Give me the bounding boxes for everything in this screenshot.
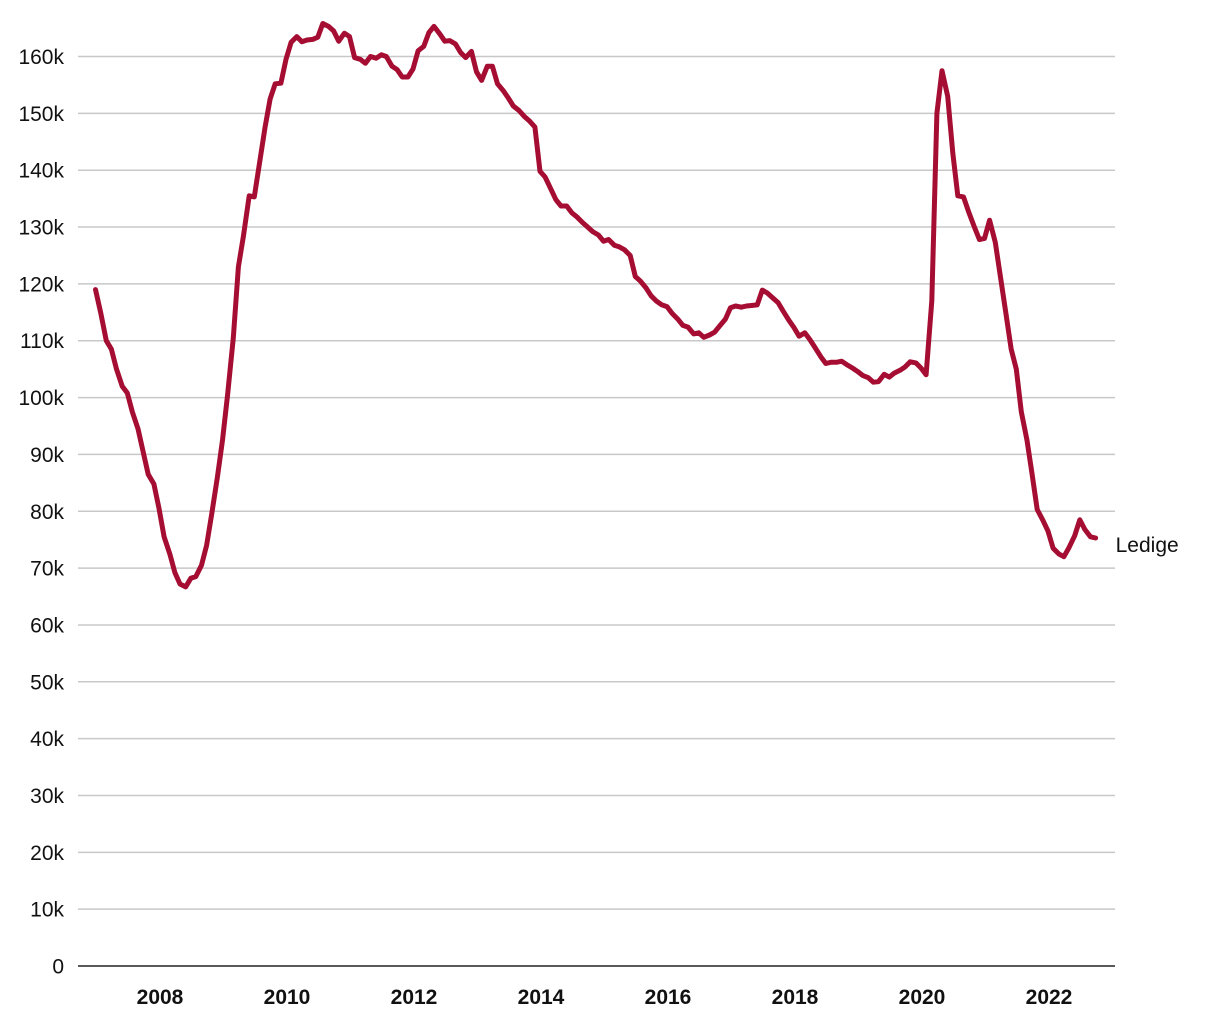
y-axis-tick-labels: 0 10k 20k 30k 40k 50k 60k 70k 80k 90k 100k 110k 120k… (18, 46, 64, 979)
series-layer (93, 21, 1099, 590)
x-tick-label: 2020 (899, 986, 946, 1009)
y-tick-label: 150k (18, 103, 64, 126)
y-tick-label: 10k (30, 899, 64, 922)
y-tick-label: 40k (30, 728, 64, 751)
x-tick-label: 2010 (264, 986, 311, 1009)
y-tick-label: 110k (20, 330, 64, 353)
series-label-ledige: Ledige (1116, 534, 1179, 557)
y-tick-label: 50k (30, 671, 64, 694)
y-tick-label: 100k (18, 387, 64, 410)
series-line-ledige (93, 21, 1099, 590)
y-tick-label: 30k (30, 785, 64, 808)
x-axis-tick-labels: 2008 2010 2012 2014 2016 2018 2020 2022 (137, 986, 1073, 1009)
y-tick-label: 120k (18, 273, 64, 296)
grid-lines (78, 55, 1115, 910)
y-tick-label: 160k (18, 46, 64, 69)
y-tick-label: 0 (52, 956, 64, 979)
x-tick-label: 2016 (645, 986, 692, 1009)
y-tick-label: 80k (30, 501, 64, 524)
x-tick-label: 2014 (518, 986, 565, 1009)
x-tick-label: 2022 (1026, 986, 1073, 1009)
x-tick-label: 2018 (772, 986, 819, 1009)
y-tick-label: 140k (18, 160, 64, 183)
x-tick-label: 2012 (391, 986, 438, 1009)
x-tick-label: 2008 (137, 986, 184, 1009)
y-tick-label: 60k (30, 614, 64, 637)
y-tick-label: 20k (30, 842, 64, 865)
y-tick-label: 70k (30, 558, 64, 581)
y-tick-label: 130k (18, 217, 64, 240)
y-tick-label: 90k (30, 444, 64, 467)
